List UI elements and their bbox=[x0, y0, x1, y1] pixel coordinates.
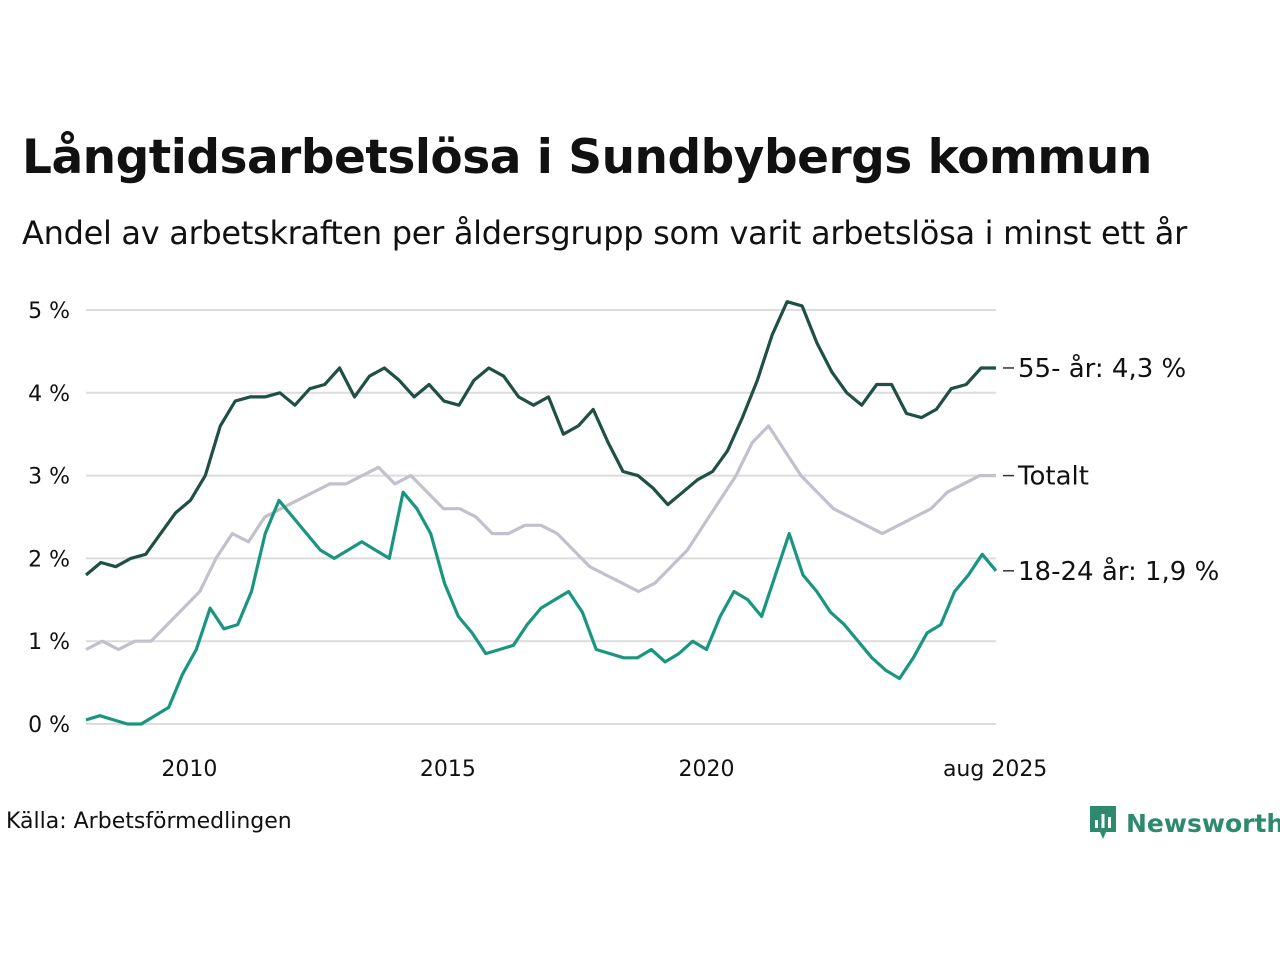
y-tick-label: 1 % bbox=[28, 630, 70, 655]
series-line bbox=[85, 490, 998, 726]
x-tick-label: 2010 bbox=[161, 757, 217, 782]
y-tick-label: 3 % bbox=[28, 465, 70, 490]
x-tick-label: 2015 bbox=[420, 757, 476, 782]
series-end-label: Totalt bbox=[1017, 462, 1089, 492]
series-end-label: 55- år: 4,3 % bbox=[1018, 353, 1186, 384]
y-tick-label: 2 % bbox=[28, 547, 70, 572]
series-line bbox=[84, 300, 996, 577]
series-end-label: 18-24 år: 1,9 % bbox=[1018, 556, 1219, 587]
brand-name: Newsworthy bbox=[1126, 808, 1280, 838]
x-tick-label: 2020 bbox=[678, 757, 734, 782]
y-axis-ticks: 0 % 1 % 2 % 3 % 4 % 5 % bbox=[28, 299, 70, 738]
chart-title: Långtidsarbetslösa i Sundbybergs kommun bbox=[22, 130, 1152, 185]
y-tick-label: 0 % bbox=[28, 713, 70, 738]
brand-logo: Newsworthy bbox=[1088, 804, 1280, 842]
y-tick-label: 5 % bbox=[28, 299, 70, 324]
newsworthy-logo-icon bbox=[1090, 806, 1116, 839]
series-end-labels: 55- år: 4,3 % Totalt 18-24 år: 1,9 % bbox=[1003, 353, 1219, 587]
source-note: Källa: Arbetsförmedlingen bbox=[6, 809, 292, 834]
grid-lines bbox=[86, 309, 996, 725]
x-axis-ticks: 2010 2015 2020 aug 2025 bbox=[161, 757, 1047, 782]
y-tick-label: 4 % bbox=[28, 382, 70, 407]
x-tick-label: aug 2025 bbox=[943, 757, 1047, 782]
series-line bbox=[85, 424, 996, 652]
chart-subtitle: Andel av arbetskraften per åldersgrupp s… bbox=[22, 214, 1187, 252]
series-lines bbox=[84, 300, 998, 726]
